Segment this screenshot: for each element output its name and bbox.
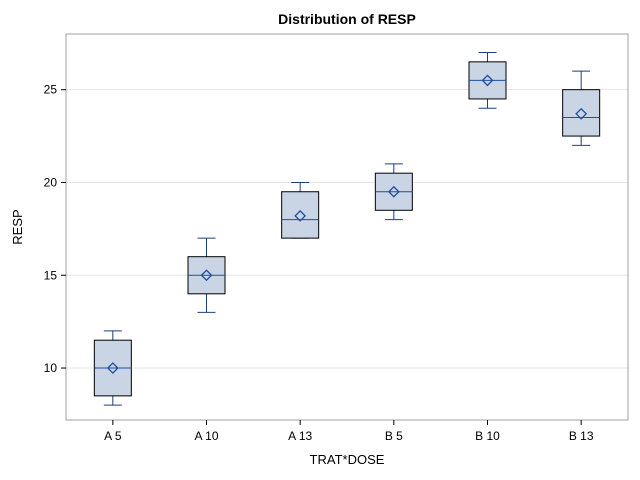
x-tick-label: B 10 — [475, 429, 500, 443]
mean-marker — [575, 107, 588, 120]
x-tick-label: A 5 — [104, 429, 122, 443]
y-tick-label: 20 — [44, 175, 58, 189]
mean-marker — [481, 74, 494, 87]
x-tick-label: B 5 — [385, 429, 403, 443]
box-group — [468, 52, 507, 109]
x-axis-label: TRAT*DOSE — [310, 452, 385, 467]
y-axis: 10 15 20 25 — [44, 83, 66, 375]
chart-title: Distribution of RESP — [278, 11, 416, 27]
box-group — [187, 237, 226, 313]
mean-marker — [387, 185, 400, 198]
box-group — [281, 181, 320, 239]
plot-frame — [65, 33, 629, 421]
y-axis-label: RESP — [10, 209, 25, 244]
x-tick-label: A 10 — [194, 429, 218, 443]
mean-marker — [106, 362, 119, 374]
y-tick-label: 10 — [44, 361, 58, 375]
y-tick-label: 25 — [44, 83, 58, 97]
y-tick-label: 15 — [44, 268, 58, 282]
gridlines — [66, 89, 628, 369]
mean-marker — [200, 269, 213, 282]
box-group — [374, 163, 413, 221]
iqr-box — [562, 89, 601, 137]
iqr-box — [281, 191, 320, 239]
mean-marker — [294, 209, 307, 222]
boxes — [93, 52, 601, 406]
box-group — [93, 330, 132, 406]
box-group — [562, 70, 601, 146]
x-tick-label: B 13 — [569, 429, 594, 443]
x-axis: A 5 A 10 A 13 B 5 B 10 B 13 — [104, 420, 594, 443]
x-tick-label: A 13 — [288, 429, 312, 443]
